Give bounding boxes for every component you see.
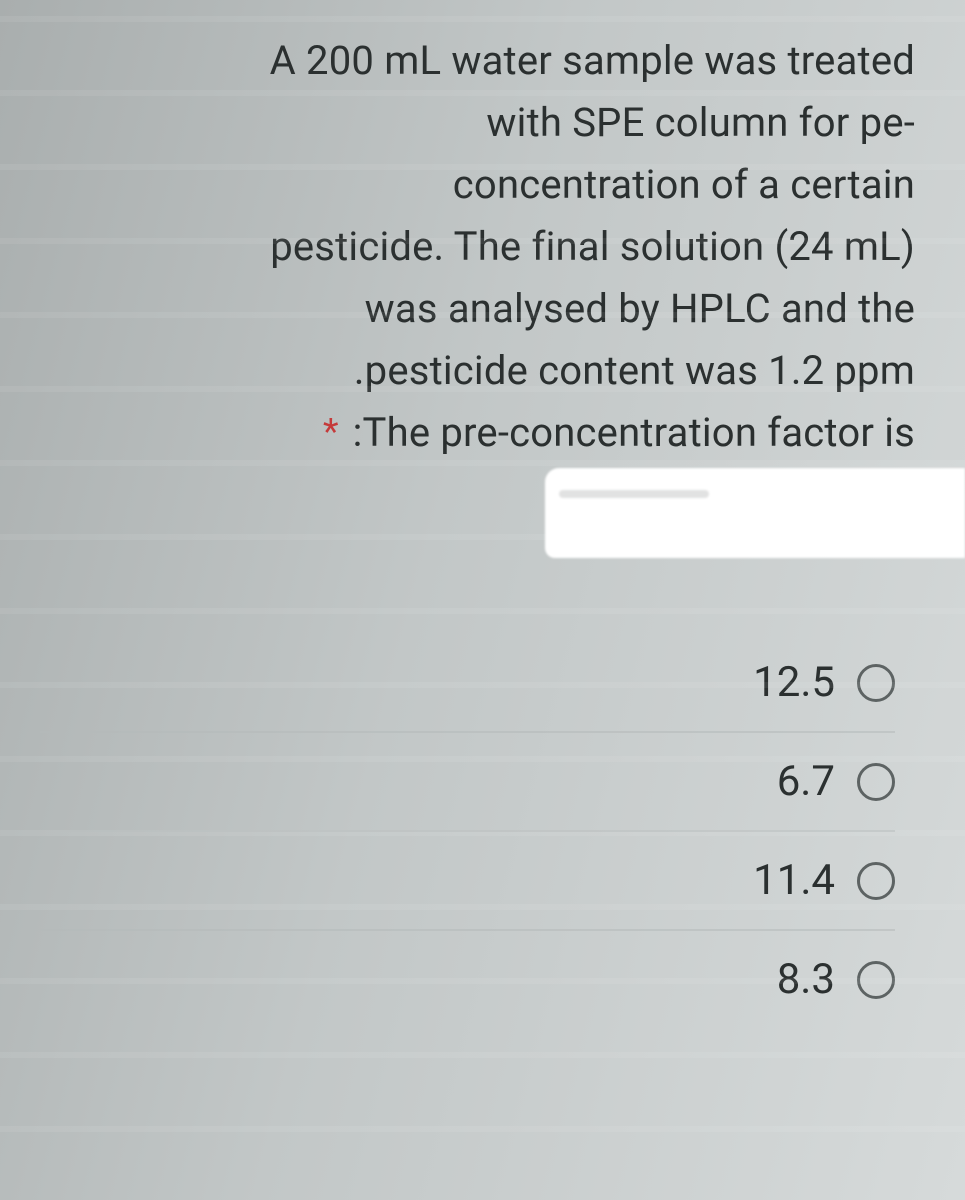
question-line: pesticide. The final solution (24 mL)	[100, 216, 915, 278]
question-line: with SPE column for pe-	[100, 92, 915, 154]
question-card: A 200 mL water sample was treated with S…	[0, 0, 965, 1200]
options-list: 12.5 6.7 11.4 8.3	[40, 634, 925, 1028]
option-row[interactable]: 6.7	[40, 731, 895, 830]
question-text: A 200 mL water sample was treated with S…	[40, 30, 925, 464]
question-line: :The pre-concentration factor is	[353, 409, 915, 456]
option-label: 6.7	[777, 757, 835, 806]
option-row[interactable]: 11.4	[40, 830, 895, 929]
question-line: .pesticide content was 1.2 ppm	[100, 340, 915, 402]
question-line: concentration of a certain	[100, 154, 915, 216]
radio-icon[interactable]	[857, 664, 895, 702]
question-line: A 200 mL water sample was treated	[100, 30, 915, 92]
radio-icon[interactable]	[857, 862, 895, 900]
redaction-overlay	[545, 468, 965, 558]
radio-icon[interactable]	[857, 961, 895, 999]
radio-icon[interactable]	[857, 763, 895, 801]
question-line: was analysed by HPLC and the	[100, 278, 915, 340]
option-label: 11.4	[753, 856, 835, 905]
option-label: 8.3	[777, 955, 835, 1004]
option-row[interactable]: 12.5	[40, 634, 895, 731]
option-label: 12.5	[753, 658, 835, 707]
required-asterisk-icon: *	[323, 411, 339, 453]
question-last-line: * :The pre-concentration factor is	[100, 402, 915, 464]
option-row[interactable]: 8.3	[40, 929, 895, 1028]
